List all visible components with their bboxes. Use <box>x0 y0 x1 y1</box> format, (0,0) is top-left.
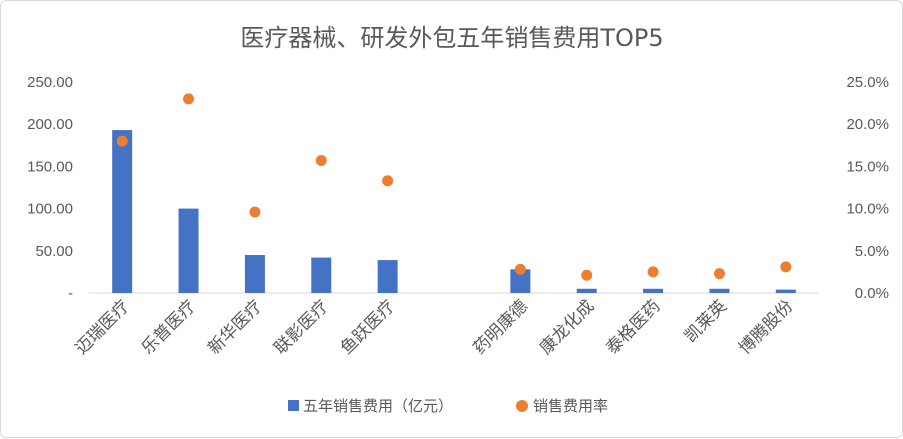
bar <box>576 288 597 293</box>
y-right-tick-label: 25.0% <box>846 74 889 91</box>
x-category-label: 联影医疗 <box>271 296 333 358</box>
data-point <box>116 135 128 147</box>
x-category-label: 迈瑞医疗 <box>71 296 133 358</box>
plot-area: - 50.00 100.00 150.00 200.00 250.00 0.0% 5.0% 10… <box>27 74 889 359</box>
x-category-label: 凯莱英 <box>681 296 731 346</box>
bar <box>244 255 265 293</box>
x-category-label: 药明康德 <box>470 296 532 358</box>
data-point <box>315 154 327 166</box>
x-category-label: 泰格医药 <box>602 296 664 358</box>
data-point <box>647 266 659 278</box>
bar <box>311 257 332 293</box>
data-point <box>780 261 792 273</box>
x-category-label: 博腾股份 <box>735 296 797 358</box>
x-category-label: 新华医疗 <box>204 296 266 358</box>
bar <box>709 288 730 293</box>
y-left-tick-label: - <box>68 285 73 302</box>
bar <box>775 289 796 293</box>
y-left-tick-label: 50.00 <box>35 243 73 260</box>
y-right-tick-label: 15.0% <box>846 158 889 175</box>
y-right-tick-label: 5.0% <box>855 243 889 260</box>
legend-bar-label: 五年销售费用（亿元） <box>303 397 453 415</box>
y-left-tick-label: 100.00 <box>27 201 73 218</box>
bar <box>643 288 664 293</box>
legend-dot-swatch <box>516 400 528 412</box>
data-point <box>713 268 725 280</box>
data-point <box>382 175 394 187</box>
y-left-tick-label: 150.00 <box>27 158 73 175</box>
legend: 五年销售费用（亿元） 销售费用率 <box>288 397 608 415</box>
bar <box>112 130 133 293</box>
legend-bar-swatch <box>288 400 299 411</box>
legend-dot-label: 销售费用率 <box>533 397 608 415</box>
x-category-label: 鱼跃医疗 <box>337 296 399 358</box>
y-left-tick-label: 250.00 <box>27 74 73 91</box>
data-point <box>581 269 593 281</box>
y-right-tick-label: 0.0% <box>855 285 889 302</box>
bar <box>377 260 398 293</box>
y-right-tick-label: 10.0% <box>846 201 889 218</box>
bar <box>178 208 199 293</box>
x-category-label: 乐普医疗 <box>138 296 200 358</box>
x-category-label: 康龙化成 <box>536 296 598 358</box>
y-right-tick-label: 20.0% <box>846 116 889 133</box>
bar <box>510 269 531 293</box>
data-point <box>514 263 526 275</box>
y-left-tick-label: 200.00 <box>27 116 73 133</box>
data-point <box>183 93 195 105</box>
data-point <box>249 206 261 218</box>
chart-title: 医疗器械、研发外包五年销售费用TOP5 <box>240 24 663 52</box>
